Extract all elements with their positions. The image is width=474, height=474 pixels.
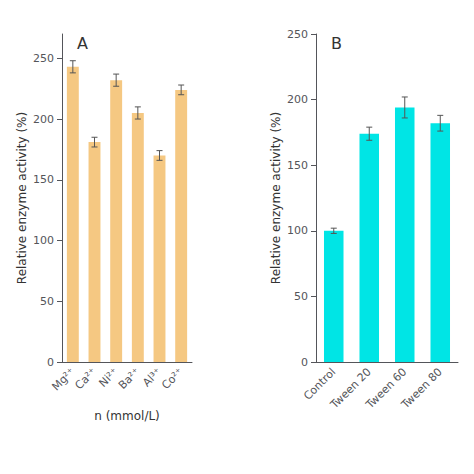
svg-text:200: 200: [33, 113, 54, 126]
svg-text:150: 150: [287, 159, 308, 172]
svg-text:B: B: [331, 34, 342, 53]
svg-text:50: 50: [40, 295, 54, 308]
svg-text:Co²⁺: Co²⁺: [159, 365, 186, 392]
svg-text:Ni²⁺: Ni²⁺: [96, 365, 121, 390]
svg-text:200: 200: [287, 93, 308, 106]
svg-text:100: 100: [33, 234, 54, 247]
svg-text:n (mmol/L): n (mmol/L): [94, 409, 160, 423]
svg-text:150: 150: [33, 173, 54, 186]
svg-text:Tween 20: Tween 20: [328, 365, 374, 412]
svg-text:Ca²⁺: Ca²⁺: [73, 365, 100, 392]
svg-text:250: 250: [33, 52, 54, 65]
svg-text:Control: Control: [301, 365, 339, 403]
svg-text:250: 250: [287, 28, 308, 41]
svg-text:0: 0: [47, 356, 54, 369]
svg-text:50: 50: [294, 290, 308, 303]
svg-text:Tween 60: Tween 60: [363, 365, 410, 412]
svg-text:Mg²⁺: Mg²⁺: [49, 365, 77, 393]
svg-text:Al³⁺: Al³⁺: [140, 365, 164, 389]
svg-text:0: 0: [301, 356, 308, 369]
svg-text:Ba²⁺: Ba²⁺: [116, 365, 143, 392]
svg-text:Relative enzyme activity (%): Relative enzyme activity (%): [269, 112, 283, 284]
svg-text:Relative enzyme activity (%): Relative enzyme activity (%): [15, 112, 29, 284]
svg-text:Tween 80: Tween 80: [398, 365, 445, 412]
svg-text:100: 100: [287, 224, 308, 237]
svg-text:A: A: [77, 34, 88, 53]
